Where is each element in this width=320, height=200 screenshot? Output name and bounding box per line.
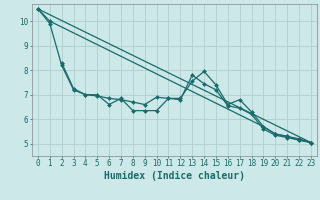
X-axis label: Humidex (Indice chaleur): Humidex (Indice chaleur) — [104, 171, 245, 181]
